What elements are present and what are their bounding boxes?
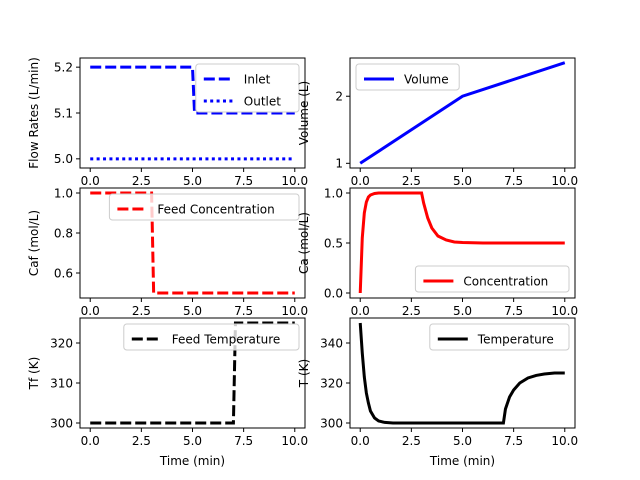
y-tick-label: 0.8	[54, 226, 73, 240]
subplot-2: 0.0 2.5 5.0 7.5 10.0 1 2 Volume (L) Volume	[297, 57, 578, 188]
x-tick-label: 10.0	[551, 304, 578, 318]
series-line-feed-concentration	[90, 191, 295, 295]
series-line-concentration	[358, 191, 565, 294]
x-tick-label: 7.5	[234, 304, 253, 318]
y-tick-label: 300	[50, 416, 73, 430]
x-tick-label: 2.5	[132, 304, 151, 318]
x-tick-label: 7.5	[234, 174, 253, 188]
legend-box	[414, 265, 570, 293]
legend-box	[108, 193, 300, 221]
x-tick-label: 2.5	[132, 434, 151, 448]
legend-label: Temperature	[477, 332, 554, 346]
x-tick-label: 0.0	[351, 434, 370, 448]
y-tick-label: 320	[320, 376, 343, 390]
subplot-4: 0.0 2.5 5.0 7.5 10.0 0.0 0.5 1.0 Ca (mol/L) Conce…	[297, 186, 578, 318]
x-tick-label: 5.0	[183, 174, 202, 188]
y-tick-label: 2	[335, 90, 343, 104]
x-tick-label: 0.0	[351, 174, 370, 188]
legend-label: Outlet	[244, 94, 281, 108]
y-tick-label: 1.0	[54, 186, 73, 200]
legend-label: Inlet	[244, 72, 271, 86]
x-tick-label: 0.0	[81, 434, 100, 448]
series-line-volume	[359, 61, 566, 165]
legend: Feed Temperature	[123, 323, 300, 351]
y-axis-label: Tf (K)	[27, 357, 41, 391]
x-tick-label: 0.0	[81, 304, 100, 318]
x-tick-label: 5.0	[453, 174, 472, 188]
y-tick-label: 5.1	[54, 106, 73, 120]
x-tick-label: 7.5	[504, 434, 523, 448]
series-line-temperature	[358, 322, 565, 425]
y-tick-label: 5.0	[54, 152, 73, 166]
y-axis-label: Volume (L)	[297, 81, 311, 146]
y-tick-label: 320	[50, 336, 73, 350]
x-tick-label: 10.0	[281, 174, 308, 188]
y-axis-label: Flow Rates (L/min)	[27, 57, 41, 169]
x-tick-label: 0.0	[351, 304, 370, 318]
x-tick-label: 5.0	[183, 434, 202, 448]
y-tick-label: 310	[50, 376, 73, 390]
legend: Temperature	[429, 323, 570, 351]
x-tick-label: 7.5	[234, 434, 253, 448]
x-axis-label: Time (min)	[429, 454, 495, 468]
subplot-1: 0.0 2.5 5.0 7.5 10.0 5.0 5.1 5.2 Flow Rates (L/m…	[27, 57, 308, 188]
x-tick-label: 2.5	[402, 434, 421, 448]
subplot-6: 0.0 2.5 5.0 7.5 10.0 300 320 340 T (K) Time (min)…	[297, 317, 578, 468]
x-tick-label: 2.5	[402, 174, 421, 188]
legend: Feed Concentration	[108, 193, 300, 221]
y-axis-label: T (K)	[297, 359, 311, 388]
y-tick-label: 0.0	[324, 286, 343, 300]
x-tick-label: 7.5	[504, 304, 523, 318]
x-tick-label: 10.0	[551, 174, 578, 188]
y-axis-label: Ca (mol/L)	[297, 212, 311, 274]
legend-box	[429, 323, 570, 351]
legend-box	[195, 63, 300, 113]
x-tick-label: 10.0	[551, 434, 578, 448]
y-tick-label: 0.5	[324, 236, 343, 250]
x-tick-label: 5.0	[183, 304, 202, 318]
x-axis-label: Time (min)	[159, 454, 225, 468]
y-tick-label: 5.2	[54, 60, 73, 74]
y-tick-label: 340	[320, 336, 343, 350]
y-tick-label: 300	[320, 416, 343, 430]
x-tick-label: 10.0	[281, 304, 308, 318]
y-tick-label: 1	[335, 157, 343, 171]
legend: Concentration	[414, 265, 570, 293]
x-tick-label: 2.5	[402, 304, 421, 318]
y-tick-label: 1.0	[324, 186, 343, 200]
legend-box	[355, 63, 460, 91]
x-tick-label: 10.0	[281, 434, 308, 448]
series-line-inlet	[90, 65, 295, 115]
subplot-3: 0.0 2.5 5.0 7.5 10.0 0.6 0.8 1.0 Caf (mol/L) Feed…	[27, 186, 308, 318]
legend-label: Volume	[404, 72, 449, 86]
legend: Inlet Outlet	[195, 63, 300, 113]
x-tick-label: 2.5	[132, 174, 151, 188]
subplot-5: 0.0 2.5 5.0 7.5 10.0 300 310 320 Tf (K) Time (min…	[27, 317, 308, 468]
x-tick-label: 7.5	[504, 174, 523, 188]
x-tick-label: 5.0	[453, 434, 472, 448]
legend-label: Feed Temperature	[172, 332, 280, 346]
legend-box	[123, 323, 300, 351]
y-tick-label: 0.6	[54, 266, 73, 280]
legend: Volume	[355, 63, 460, 91]
x-tick-label: 5.0	[453, 304, 472, 318]
y-axis-label: Caf (mol/L)	[27, 210, 41, 276]
x-tick-label: 0.0	[81, 174, 100, 188]
legend-label: Feed Concentration	[157, 202, 274, 216]
series-line-feed-temperature	[90, 321, 295, 425]
legend-label: Concentration	[463, 274, 548, 288]
